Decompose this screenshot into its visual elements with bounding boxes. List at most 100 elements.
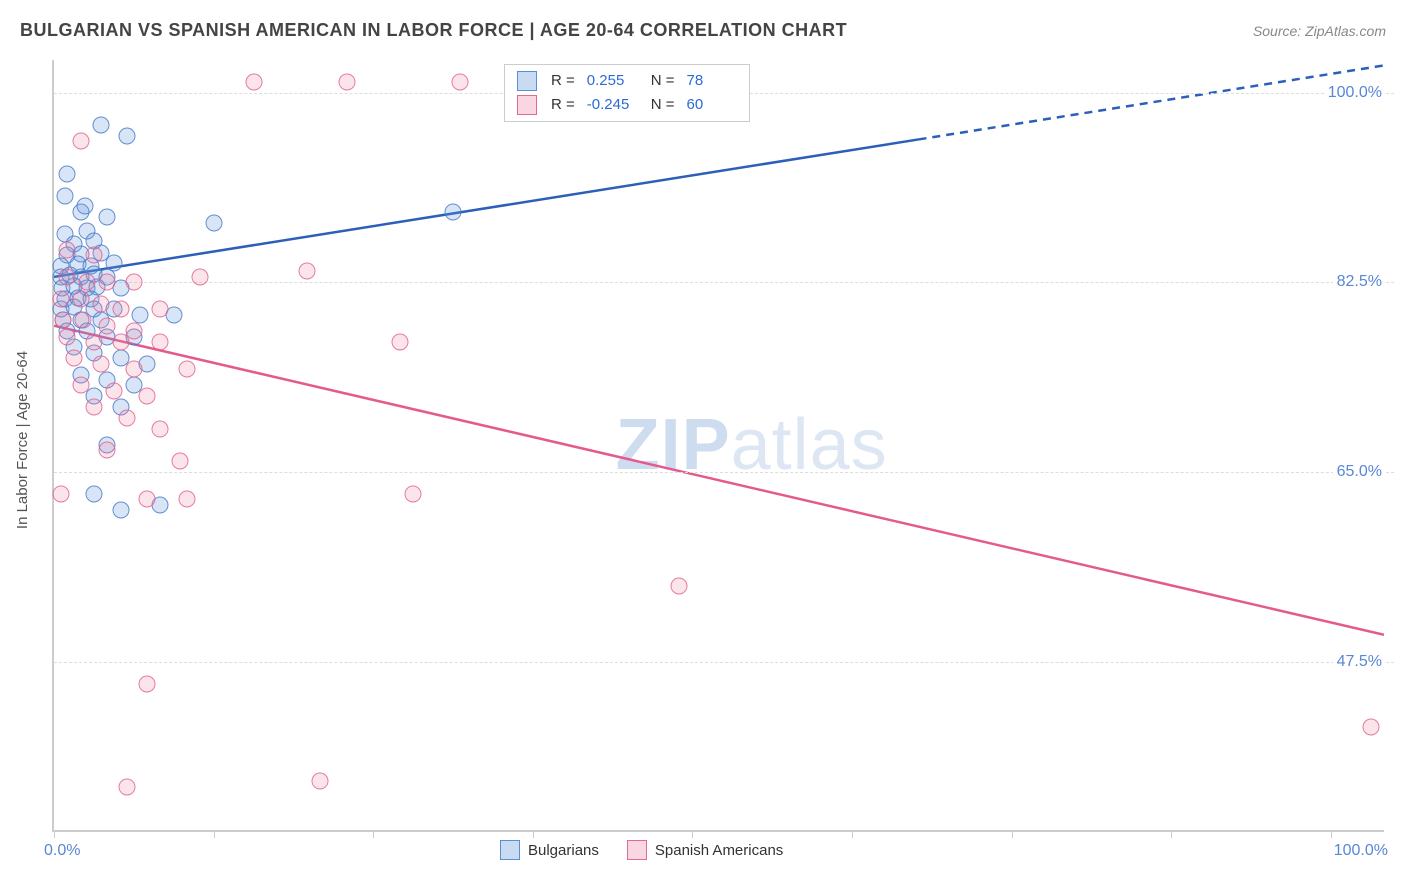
r-value: -0.245	[587, 93, 637, 117]
point-bulgarian	[76, 198, 93, 215]
point-bulgarian	[99, 209, 116, 226]
legend-bottom: Bulgarians Spanish Americans	[500, 840, 783, 860]
point-bulgarian	[85, 485, 102, 502]
source-label: Source: ZipAtlas.com	[1253, 23, 1386, 39]
point-spanish	[75, 312, 92, 329]
point-bulgarian	[445, 203, 462, 220]
legend-item: Bulgarians	[500, 840, 599, 860]
swatch-blue-icon	[500, 840, 520, 860]
point-bulgarian	[59, 165, 76, 182]
x-tick	[1012, 830, 1013, 838]
point-spanish	[125, 274, 142, 291]
point-bulgarian	[92, 117, 109, 134]
point-spanish	[179, 491, 196, 508]
point-spanish	[1362, 718, 1379, 735]
legend-label: Spanish Americans	[655, 842, 783, 859]
point-spanish	[59, 268, 76, 285]
chart-header: BULGARIAN VS SPANISH AMERICAN IN LABOR F…	[20, 20, 1386, 41]
grid-line	[54, 662, 1394, 663]
trend-line	[54, 139, 919, 276]
swatch-pink-icon	[517, 95, 537, 115]
point-spanish	[245, 73, 262, 90]
point-spanish	[59, 241, 76, 258]
point-spanish	[192, 268, 209, 285]
point-spanish	[139, 388, 156, 405]
trend-lines-svg	[54, 60, 1384, 830]
point-spanish	[72, 290, 89, 307]
point-spanish	[125, 361, 142, 378]
point-spanish	[55, 312, 72, 329]
n-label: N =	[651, 69, 675, 93]
y-tick-label: 65.0%	[1333, 463, 1386, 481]
y-tick-label: 82.5%	[1333, 273, 1386, 291]
point-bulgarian	[132, 306, 149, 323]
point-spanish	[139, 675, 156, 692]
y-tick-label: 47.5%	[1333, 653, 1386, 671]
n-label: N =	[651, 93, 675, 117]
point-spanish	[72, 377, 89, 394]
point-spanish	[85, 333, 102, 350]
r-label: R =	[551, 69, 575, 93]
legend-stats-row: R = -0.245 N = 60	[517, 93, 737, 117]
watermark: ZIPatlas	[616, 404, 888, 486]
x-tick	[852, 830, 853, 838]
x-tick	[214, 830, 215, 838]
point-spanish	[92, 355, 109, 372]
point-spanish	[139, 491, 156, 508]
x-tick	[373, 830, 374, 838]
point-spanish	[99, 317, 116, 334]
point-spanish	[179, 361, 196, 378]
point-spanish	[405, 485, 422, 502]
trend-line	[54, 326, 1384, 635]
legend-stats: R = 0.255 N = 78 R = -0.245 N = 60	[504, 64, 750, 122]
plot-area: ZIPatlas R = 0.255 N = 78 R = -0.245 N =…	[52, 60, 1384, 832]
point-spanish	[65, 350, 82, 367]
x-tick	[1331, 830, 1332, 838]
point-spanish	[85, 247, 102, 264]
legend-item: Spanish Americans	[627, 840, 783, 860]
x-tick	[54, 830, 55, 838]
n-value: 78	[687, 69, 737, 93]
point-spanish	[671, 577, 688, 594]
swatch-pink-icon	[627, 840, 647, 860]
y-tick-label: 100.0%	[1324, 84, 1386, 102]
point-spanish	[92, 296, 109, 313]
legend-label: Bulgarians	[528, 842, 599, 859]
chart-title: BULGARIAN VS SPANISH AMERICAN IN LABOR F…	[20, 20, 847, 41]
point-spanish	[298, 263, 315, 280]
x-axis-min-label: 0.0%	[44, 842, 80, 860]
point-spanish	[152, 301, 169, 318]
point-spanish	[52, 485, 69, 502]
trend-line	[919, 65, 1385, 139]
point-spanish	[152, 420, 169, 437]
y-axis-title: In Labor Force | Age 20-64	[14, 351, 31, 529]
point-spanish	[105, 382, 122, 399]
point-spanish	[338, 73, 355, 90]
point-spanish	[152, 333, 169, 350]
point-spanish	[52, 290, 69, 307]
point-spanish	[99, 274, 116, 291]
r-value: 0.255	[587, 69, 637, 93]
swatch-blue-icon	[517, 71, 537, 91]
point-spanish	[112, 333, 129, 350]
legend-stats-row: R = 0.255 N = 78	[517, 69, 737, 93]
point-spanish	[85, 399, 102, 416]
point-spanish	[172, 453, 189, 470]
x-tick	[1171, 830, 1172, 838]
point-spanish	[79, 274, 96, 291]
point-bulgarian	[205, 214, 222, 231]
grid-line	[54, 282, 1394, 283]
point-bulgarian	[112, 502, 129, 519]
point-spanish	[391, 333, 408, 350]
point-spanish	[112, 301, 129, 318]
point-spanish	[312, 773, 329, 790]
point-spanish	[72, 133, 89, 150]
x-tick	[533, 830, 534, 838]
n-value: 60	[687, 93, 737, 117]
point-bulgarian	[119, 127, 136, 144]
x-axis-max-label: 100.0%	[1334, 842, 1388, 860]
r-label: R =	[551, 93, 575, 117]
point-bulgarian	[56, 187, 73, 204]
point-spanish	[119, 778, 136, 795]
point-spanish	[451, 73, 468, 90]
